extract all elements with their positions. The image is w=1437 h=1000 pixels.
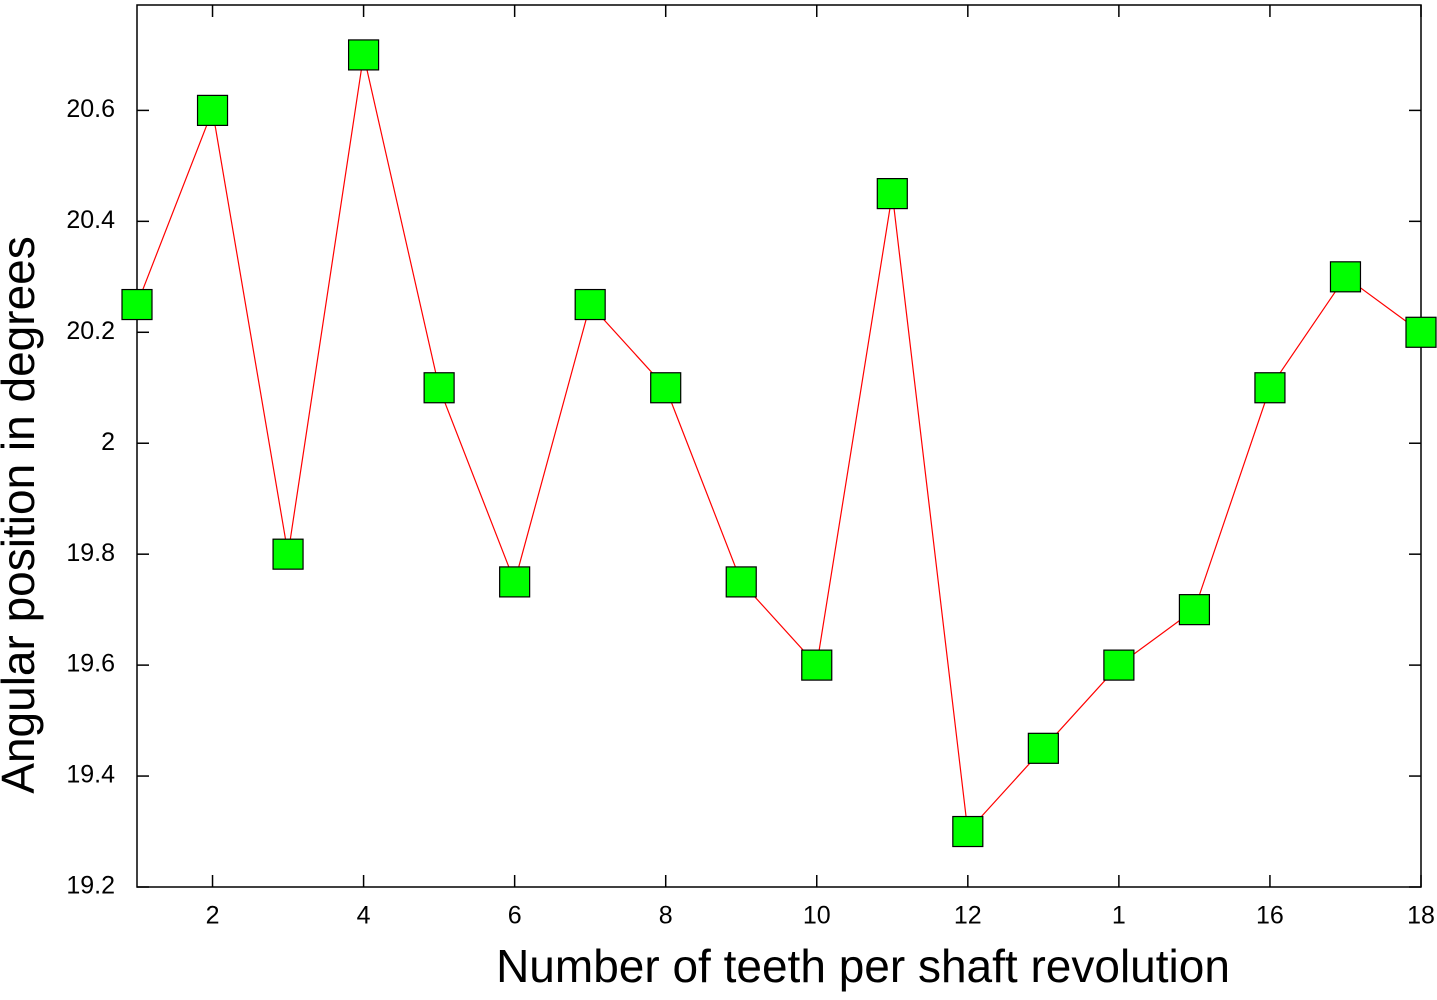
x-tick-label: 2 — [206, 902, 220, 930]
data-point — [1254, 372, 1286, 404]
x-tick-label: 4 — [357, 902, 371, 930]
data-point — [952, 815, 984, 848]
data-point — [347, 39, 380, 71]
y-tick-label: 19.2 — [66, 872, 115, 900]
plot-frame — [136, 4, 1422, 888]
y-tick-label: 19.4 — [66, 761, 115, 789]
y-tick-label: 19.8 — [66, 539, 115, 567]
x-tick-label: 6 — [508, 902, 522, 930]
data-point — [650, 372, 682, 404]
data-point — [1178, 594, 1211, 626]
data-point — [121, 288, 153, 321]
data-point — [574, 288, 606, 321]
y-tick-label: 19.6 — [66, 650, 115, 678]
data-point — [272, 538, 304, 570]
data-point — [1329, 261, 1362, 293]
data-point — [499, 566, 531, 598]
y-tick-label: 20.2 — [66, 317, 115, 345]
data-point — [876, 178, 908, 210]
data-point — [196, 94, 229, 126]
data-point — [1027, 732, 1059, 764]
data-point — [801, 649, 833, 681]
data-point — [1103, 649, 1135, 681]
x-tick-label: 18 — [1407, 902, 1435, 930]
y-tick-label: 2 — [101, 428, 115, 456]
x-tick-label: 12 — [954, 902, 982, 930]
x-tick-label: 8 — [659, 902, 673, 930]
data-point — [1405, 316, 1437, 348]
y-tick-label: 20.6 — [66, 95, 115, 123]
data-point — [423, 372, 455, 404]
x-axis-title: Number of teeth per shaft revolution — [496, 940, 1230, 992]
x-tick-label: 10 — [803, 902, 831, 930]
x-tick-label: 16 — [1256, 902, 1284, 930]
y-tick-label: 20.4 — [66, 206, 115, 234]
data-point — [725, 566, 757, 598]
x-tick-label: 1 — [1112, 902, 1126, 930]
y-axis-title: Angular position in degrees — [0, 236, 44, 793]
data-line — [136, 54, 1422, 833]
